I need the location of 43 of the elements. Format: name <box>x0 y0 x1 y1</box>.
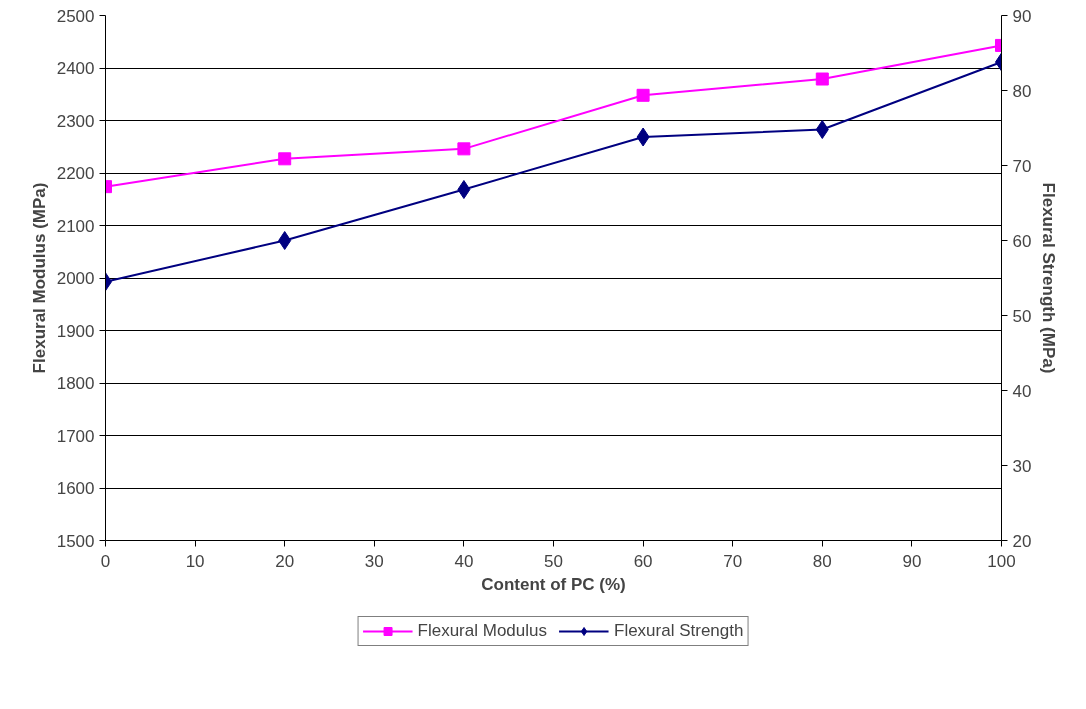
y-tick-label: 2100 <box>56 216 95 236</box>
x-tick-label: 60 <box>633 551 653 571</box>
y-tick-label: 1800 <box>56 374 95 393</box>
x-tick-label: 100 <box>987 551 1016 571</box>
point <box>636 88 650 102</box>
y2-tick-label: 90 <box>1012 6 1032 26</box>
y-tick-label: 1600 <box>56 479 95 498</box>
point <box>636 127 650 147</box>
y2-tick-label: 80 <box>1012 81 1032 101</box>
x-tick-label: 0 <box>100 551 111 571</box>
x-tick-label: 30 <box>364 551 384 571</box>
point <box>457 142 471 156</box>
y2-axis-title: Flexural Strength (MPa) <box>1039 182 1059 374</box>
y-axis-title: Flexural Modulus (MPa) <box>29 182 49 374</box>
y2-tick-label: 60 <box>1012 231 1032 251</box>
y-tick-label: 2200 <box>56 164 95 183</box>
x-tick-label: 50 <box>544 551 563 571</box>
y-tick-label: 1900 <box>56 321 95 341</box>
y2-tick-label: 40 <box>1012 381 1032 401</box>
y-tick-label: 1700 <box>56 426 95 446</box>
x-tick-label: 80 <box>812 551 832 571</box>
x-tick-label: 10 <box>185 551 205 571</box>
point <box>278 152 292 166</box>
y2-tick-label: 50 <box>1012 306 1032 326</box>
x-tick-label: 20 <box>275 551 295 571</box>
y-tick-label: 1500 <box>56 531 95 551</box>
point <box>278 231 292 250</box>
legend-label: Flexural Strength <box>614 621 744 641</box>
x-tick-label: 40 <box>454 551 474 571</box>
y-tick-label: 2400 <box>56 59 95 78</box>
x-tick-label: 90 <box>902 551 922 571</box>
y2-tick-label: 30 <box>1012 456 1032 476</box>
x-axis-title: Content of PC (%) <box>481 574 626 594</box>
point <box>457 180 471 199</box>
y-tick-label: 2300 <box>56 111 95 131</box>
point <box>815 72 829 86</box>
legend-label: Flexural Modulus <box>417 621 547 641</box>
point <box>815 120 829 139</box>
y2-tick-label: 20 <box>1012 531 1032 551</box>
x-tick-label: 70 <box>723 551 743 571</box>
y2-tick-label: 70 <box>1012 156 1032 176</box>
y-tick-label: 2500 <box>56 6 95 26</box>
y-tick-label: 2000 <box>56 269 95 288</box>
